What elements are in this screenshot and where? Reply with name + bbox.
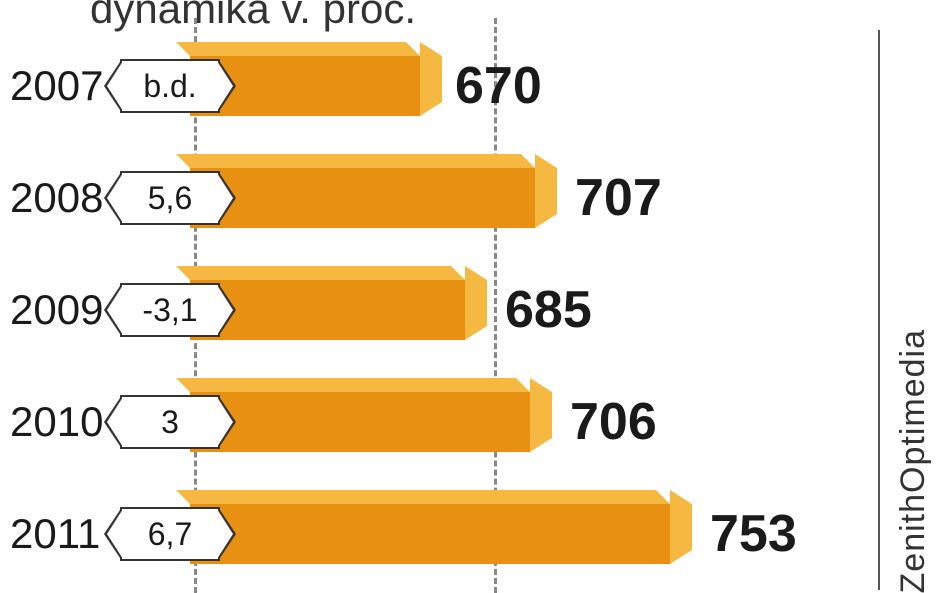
table-row: 2009 -3,1 685 [0,254,880,366]
dynamics-value: 6,7 [148,516,192,553]
dynamics-badge: 5,6 [120,171,220,225]
value-label: 685 [505,280,592,340]
dynamics-value: -3,1 [142,292,197,329]
dynamics-badge: -3,1 [120,283,220,337]
value-label: 670 [455,56,542,116]
bar [190,504,670,564]
table-row: 2011 6,7 753 [0,478,880,590]
table-row: 2010 3 706 [0,366,880,478]
dynamics-value: 5,6 [148,180,192,217]
chart-area: 2007 b.d. 670 2008 5,6 [0,30,880,590]
dynamics-badge: 6,7 [120,507,220,561]
table-row: 2007 b.d. 670 [0,30,880,142]
table-row: 2008 5,6 707 [0,142,880,254]
source-credit: ZenithOptimedia [894,329,933,593]
value-label: 706 [570,392,657,452]
bar [190,392,530,452]
side-border [878,30,880,590]
dynamics-badge: b.d. [120,59,220,113]
value-label: 753 [710,504,797,564]
header-partial: dynamika v. proc. [90,0,416,33]
dynamics-badge: 3 [120,395,220,449]
chart-container: dynamika v. proc. 2007 b.d. 670 2008 5,6 [0,0,948,593]
dynamics-value: b.d. [143,68,196,105]
value-label: 707 [575,168,662,228]
bar [190,168,535,228]
dynamics-value: 3 [161,404,179,441]
